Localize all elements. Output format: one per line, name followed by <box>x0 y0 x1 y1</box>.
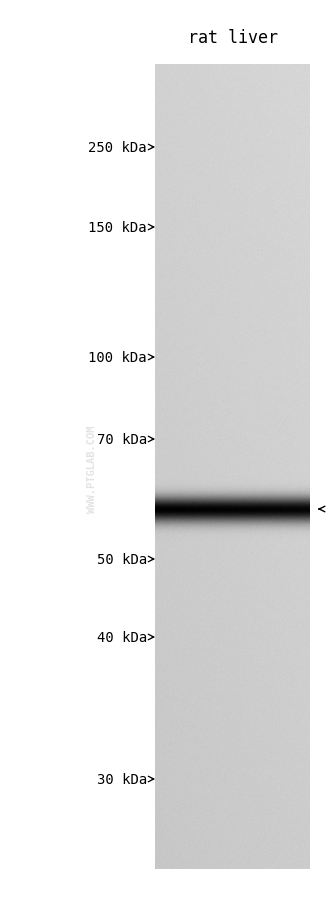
Text: 100 kDa: 100 kDa <box>88 351 147 364</box>
Text: 250 kDa: 250 kDa <box>88 141 147 155</box>
Text: rat liver: rat liver <box>187 29 278 47</box>
Text: 40 kDa: 40 kDa <box>97 630 147 644</box>
Text: 70 kDa: 70 kDa <box>97 433 147 446</box>
Text: 150 kDa: 150 kDa <box>88 221 147 235</box>
Text: WWW.PTGLAB.COM: WWW.PTGLAB.COM <box>87 426 97 512</box>
Text: 30 kDa: 30 kDa <box>97 772 147 787</box>
Text: 50 kDa: 50 kDa <box>97 552 147 566</box>
